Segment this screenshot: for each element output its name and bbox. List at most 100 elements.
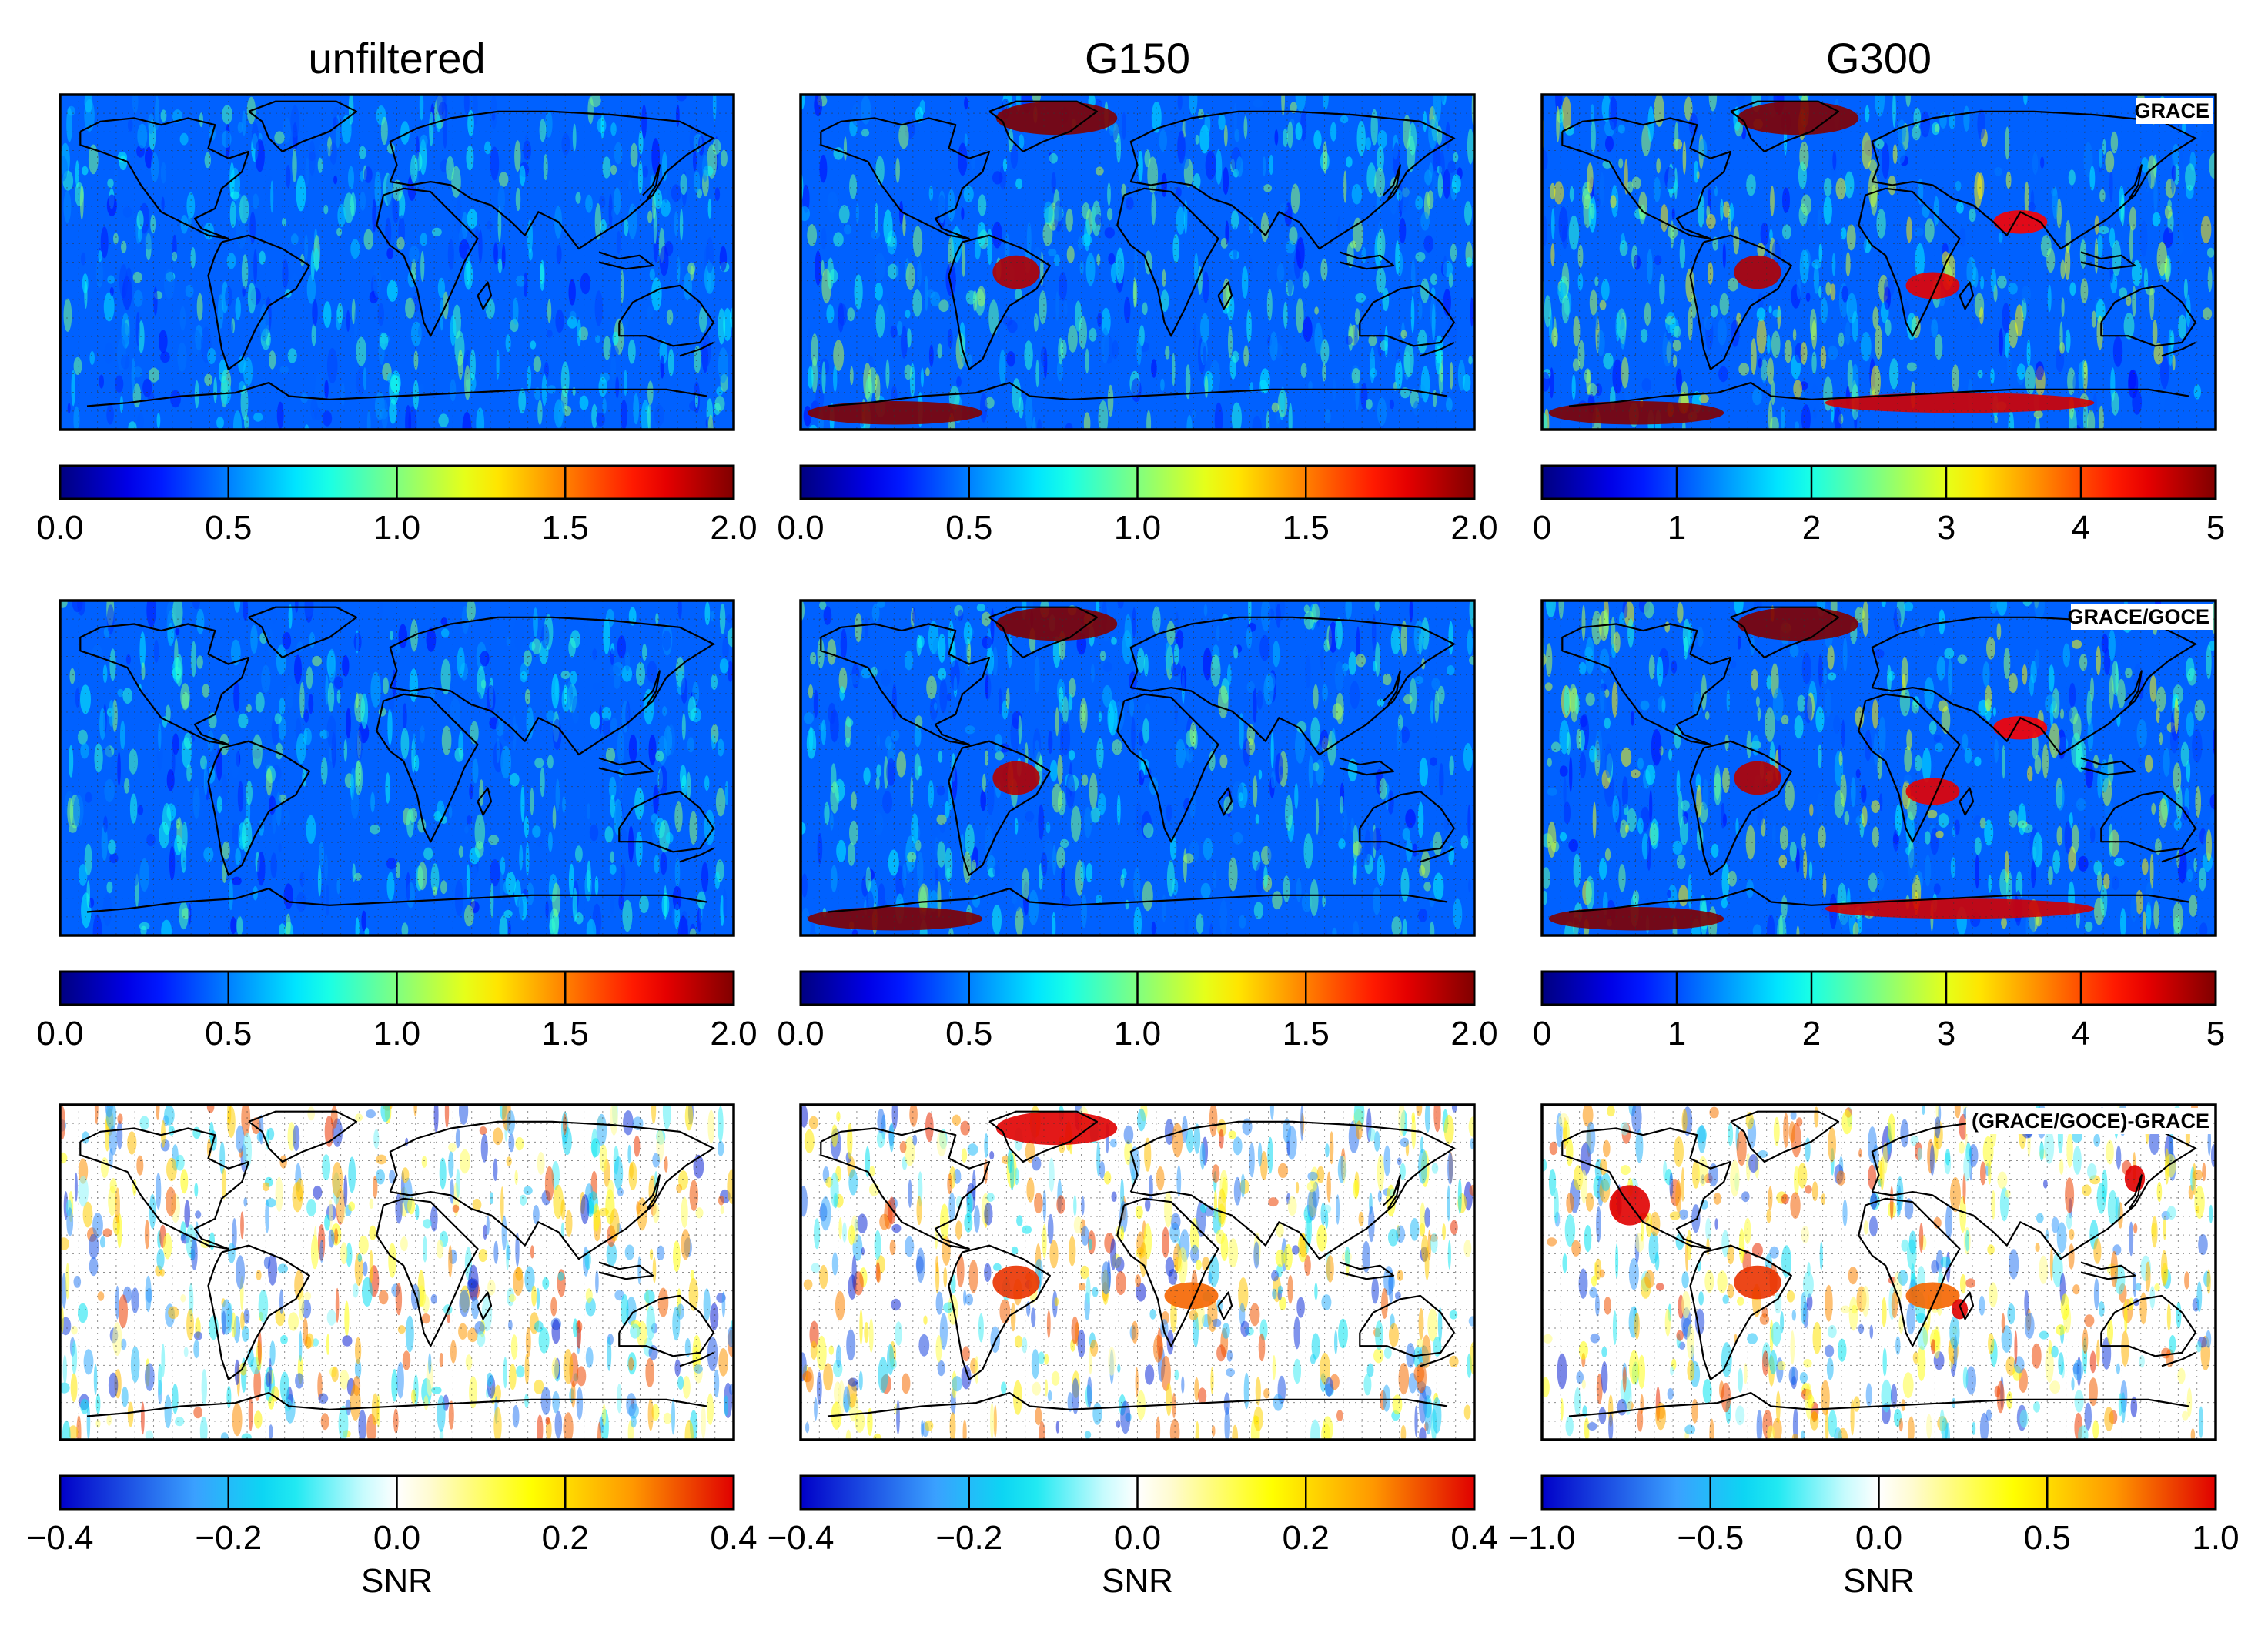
noise-cell bbox=[2100, 884, 2108, 918]
noise-cell bbox=[266, 1198, 276, 1208]
noise-cell bbox=[240, 1211, 244, 1240]
noise-cell bbox=[904, 1136, 915, 1166]
noise-cell bbox=[572, 123, 577, 152]
noise-cell bbox=[2086, 690, 2092, 726]
noise-cell bbox=[824, 801, 830, 825]
noise-cell bbox=[1561, 293, 1570, 324]
noise-cell bbox=[1223, 796, 1233, 814]
noise-cell bbox=[2005, 126, 2010, 160]
noise-cell bbox=[2036, 1213, 2044, 1223]
noise-cell bbox=[2163, 227, 2173, 249]
noise-cell bbox=[1908, 1416, 1915, 1440]
hotspot-greenland bbox=[1737, 101, 1859, 136]
noise-cell bbox=[964, 133, 968, 147]
noise-cell bbox=[1771, 825, 1776, 845]
noise-cell bbox=[606, 608, 614, 627]
noise-cell bbox=[1817, 209, 1821, 231]
noise-cell bbox=[1833, 714, 1841, 735]
noise-cell bbox=[1293, 1358, 1301, 1384]
noise-cell bbox=[1986, 636, 1995, 660]
noise-cell bbox=[955, 1220, 962, 1240]
noise-cell bbox=[1437, 1307, 1443, 1343]
panel-tag-background bbox=[2136, 98, 2213, 124]
noise-cell bbox=[193, 1339, 200, 1359]
noise-cell bbox=[947, 1173, 952, 1195]
noise-cell bbox=[876, 764, 881, 778]
noise-cell bbox=[105, 1105, 117, 1130]
noise-cell bbox=[2034, 601, 2045, 619]
noise-cell bbox=[587, 860, 591, 892]
noise-cell bbox=[1433, 95, 1442, 123]
noise-cell bbox=[847, 307, 855, 322]
noise-cell bbox=[1290, 183, 1300, 214]
noise-cell bbox=[1443, 255, 1447, 279]
noise-cell bbox=[1296, 1181, 1300, 1194]
noise-cell bbox=[939, 678, 948, 714]
panel-frame bbox=[59, 599, 735, 937]
noise-cell bbox=[839, 686, 845, 701]
noise-cell bbox=[463, 95, 470, 115]
noise-cell bbox=[833, 232, 844, 247]
noise-cell bbox=[561, 132, 570, 156]
noise-cell bbox=[1068, 694, 1073, 711]
noise-cell bbox=[1736, 95, 1745, 105]
noise-cell bbox=[1418, 1308, 1424, 1340]
noise-cell bbox=[250, 624, 258, 654]
noise-cell bbox=[2096, 299, 2106, 323]
noise-cell bbox=[2032, 832, 2043, 868]
noise-cell bbox=[1209, 1105, 1218, 1137]
noise-cell bbox=[1821, 1193, 1826, 1206]
noise-cell bbox=[848, 1169, 858, 1196]
noise-cell bbox=[286, 684, 294, 709]
noise-cell bbox=[1288, 403, 1293, 430]
noise-cell bbox=[1587, 162, 1594, 194]
noise-cell bbox=[469, 1376, 478, 1409]
noise-cell bbox=[1204, 376, 1209, 398]
noise-cell bbox=[1797, 694, 1806, 712]
noise-cell bbox=[618, 772, 624, 799]
noise-cell bbox=[592, 648, 597, 661]
noise-cell bbox=[1546, 601, 1556, 617]
noise-cell bbox=[1239, 1303, 1246, 1327]
noise-cell bbox=[838, 1380, 845, 1416]
noise-cell bbox=[1104, 227, 1116, 239]
noise-cell bbox=[861, 1247, 865, 1256]
noise-cell bbox=[1899, 686, 1911, 717]
noise-cell bbox=[182, 857, 186, 868]
noise-cell bbox=[608, 776, 617, 800]
noise-cell bbox=[961, 207, 965, 220]
noise-cell bbox=[552, 1390, 560, 1414]
noise-cell bbox=[976, 604, 985, 612]
noise-cell bbox=[470, 349, 476, 382]
noise-cell bbox=[2146, 882, 2153, 906]
noise-cell bbox=[1193, 1313, 1199, 1348]
noise-cell bbox=[1281, 95, 1285, 116]
noise-cell bbox=[1200, 882, 1211, 899]
noise-cell bbox=[608, 193, 613, 229]
noise-cell bbox=[2130, 1396, 2138, 1418]
noise-cell bbox=[718, 347, 728, 383]
noise-cell bbox=[1129, 698, 1135, 717]
noise-cell bbox=[2098, 405, 2104, 430]
noise-cell bbox=[2052, 1251, 2063, 1287]
noise-cell bbox=[1846, 224, 1856, 251]
noise-cell bbox=[1746, 174, 1756, 196]
noise-cell bbox=[614, 1156, 624, 1190]
noise-cell bbox=[1635, 1129, 1644, 1163]
noise-cell bbox=[1073, 1195, 1077, 1216]
noise-cell bbox=[1898, 1270, 1908, 1286]
noise-cell bbox=[1169, 1418, 1180, 1440]
noise-cell bbox=[1223, 124, 1228, 147]
noise-cell bbox=[246, 781, 253, 805]
noise-cell bbox=[122, 206, 132, 218]
noise-cell bbox=[546, 330, 553, 338]
noise-cell bbox=[2093, 1278, 2099, 1310]
noise-cell bbox=[431, 1386, 442, 1394]
noise-cell bbox=[830, 781, 839, 814]
noise-cell bbox=[1433, 1336, 1442, 1357]
noise-cell bbox=[2007, 349, 2012, 378]
noise-cell bbox=[1388, 1270, 1394, 1304]
noise-cell bbox=[89, 1257, 99, 1277]
noise-cell bbox=[1568, 838, 1578, 852]
noise-cell bbox=[181, 822, 188, 851]
